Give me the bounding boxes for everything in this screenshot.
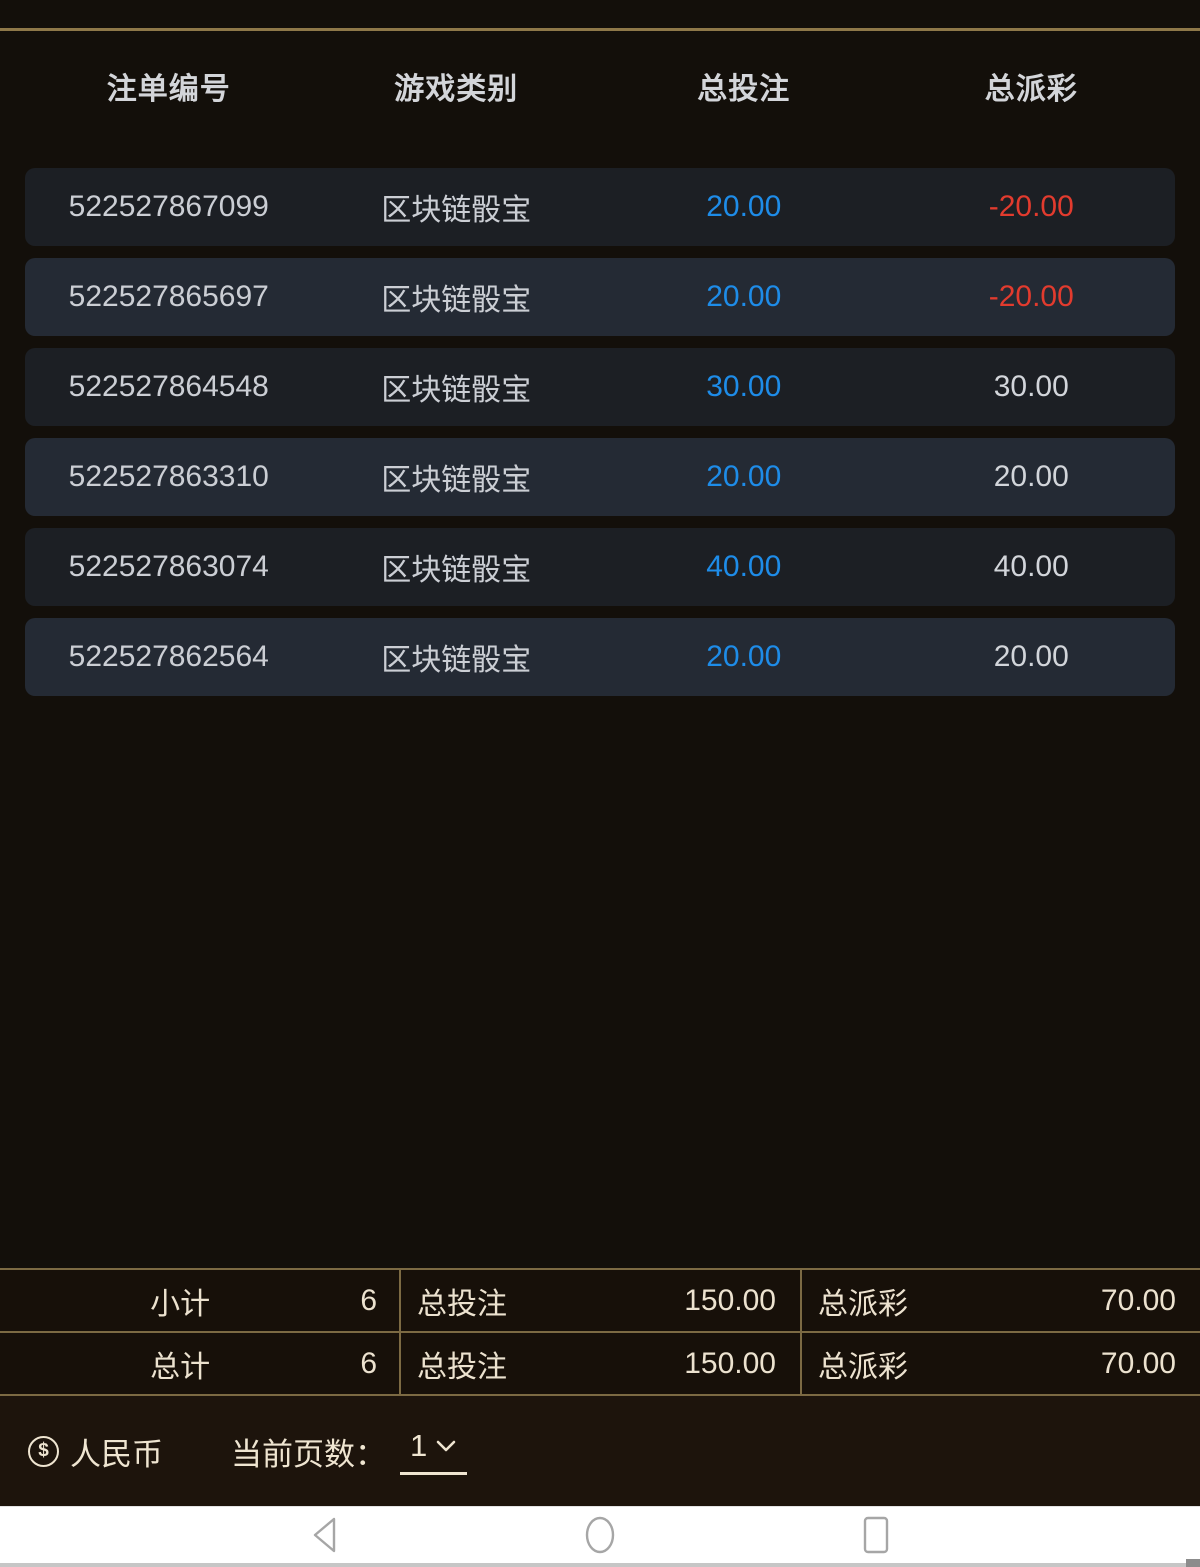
- recent-apps-icon[interactable]: [862, 1515, 890, 1555]
- total-payout: 40.00: [993, 550, 1069, 583]
- game-name: 区块链骰宝: [381, 644, 532, 677]
- page-number: 1: [410, 1427, 428, 1463]
- game-name: 区块链骰宝: [381, 194, 532, 227]
- footer-bar: $ 人民币 当前页数： 1: [0, 1396, 1200, 1506]
- total-bet: 30.00: [706, 370, 782, 403]
- total-bet: 20.00: [706, 460, 782, 493]
- bet-id: 522527863310: [68, 460, 269, 493]
- game-name: 区块链骰宝: [381, 554, 532, 587]
- table-row[interactable]: 522527864548 区块链骰宝 30.00 30.00: [25, 348, 1175, 426]
- top-strip: [0, 0, 1200, 28]
- page-select-dropdown[interactable]: 1: [400, 1427, 468, 1475]
- total-payout-value: 70.00: [1100, 1346, 1176, 1380]
- subtotal-bet-cell: 总投注 150.00: [399, 1270, 800, 1331]
- subtotal-bet-value: 150.00: [684, 1283, 776, 1317]
- scrollbar-thumb[interactable]: [1186, 1559, 1200, 1567]
- total-payout-label: 总派彩: [818, 1350, 908, 1384]
- dollar-circle-icon: $: [28, 1435, 59, 1467]
- scrollbar-track[interactable]: [0, 1559, 1200, 1567]
- gold-divider-line: [0, 28, 1200, 31]
- subtotal-payout-value: 70.00: [1100, 1283, 1176, 1317]
- subtotal-cell: 小计 6: [0, 1270, 399, 1331]
- table-row[interactable]: 522527862564 区块链骰宝 20.00 20.00: [25, 618, 1175, 696]
- bet-id: 522527863074: [68, 550, 269, 583]
- total-bet-value: 150.00: [684, 1346, 776, 1380]
- total-payout: -20.00: [988, 280, 1074, 313]
- subtotal-row: 小计 6 总投注 150.00 总派彩 70.00: [0, 1270, 1200, 1333]
- total-bet: 20.00: [706, 640, 782, 673]
- current-page-label: 当前页数：: [231, 1436, 386, 1472]
- table-row[interactable]: 522527867099 区块链骰宝 20.00 -20.00: [25, 168, 1175, 246]
- summary-table: 小计 6 总投注 150.00 总派彩 70.00 总计 6 总投注 150.0…: [0, 1268, 1200, 1396]
- subtotal-bet-label: 总投注: [417, 1287, 507, 1321]
- table-row[interactable]: 522527863074 区块链骰宝 40.00 40.00: [25, 528, 1175, 606]
- total-bet: 20.00: [706, 280, 782, 313]
- bet-id: 522527865697: [68, 280, 269, 313]
- bet-rows-list: 522527867099 区块链骰宝 20.00 -20.00 52252786…: [0, 141, 1200, 708]
- game-name: 区块链骰宝: [381, 284, 532, 317]
- total-count: 6: [360, 1346, 377, 1380]
- total-cell: 总计 6: [0, 1333, 399, 1394]
- subtotal-label: 小计: [150, 1287, 211, 1321]
- table-header: 注单编号 游戏类别 总投注 总派彩: [0, 31, 1200, 141]
- subtotal-count: 6: [360, 1283, 377, 1317]
- home-icon[interactable]: [583, 1514, 617, 1556]
- total-bet: 40.00: [706, 550, 782, 583]
- chevron-down-icon: [435, 1439, 457, 1453]
- subtotal-payout-label: 总派彩: [818, 1287, 908, 1321]
- column-header-bet: 总投注: [697, 73, 791, 106]
- table-row[interactable]: 522527865697 区块链骰宝 20.00 -20.00: [25, 258, 1175, 336]
- column-header-payout: 总派彩: [984, 73, 1078, 106]
- total-label: 总计: [150, 1350, 211, 1384]
- empty-area: [0, 708, 1200, 1268]
- total-bet: 20.00: [706, 190, 782, 223]
- total-payout: 20.00: [993, 460, 1069, 493]
- total-payout-cell: 总派彩 70.00: [800, 1333, 1200, 1394]
- game-name: 区块链骰宝: [381, 374, 532, 407]
- currency-label: 人民币: [70, 1436, 163, 1472]
- column-header-bet-id: 注单编号: [106, 73, 231, 106]
- subtotal-payout-cell: 总派彩 70.00: [800, 1270, 1200, 1331]
- total-payout: 20.00: [993, 640, 1069, 673]
- bet-id: 522527862564: [68, 640, 269, 673]
- game-name: 区块链骰宝: [381, 464, 532, 497]
- total-bet-label: 总投注: [417, 1350, 507, 1384]
- table-row[interactable]: 522527863310 区块链骰宝 20.00 20.00: [25, 438, 1175, 516]
- back-icon[interactable]: [309, 1516, 339, 1554]
- total-payout: -20.00: [988, 190, 1074, 223]
- total-payout: 30.00: [993, 370, 1069, 403]
- total-bet-cell: 总投注 150.00: [399, 1333, 800, 1394]
- column-header-game: 游戏类别: [394, 73, 519, 106]
- bet-id: 522527864548: [68, 370, 269, 403]
- bet-id: 522527867099: [68, 190, 269, 223]
- total-row: 总计 6 总投注 150.00 总派彩 70.00: [0, 1333, 1200, 1394]
- android-navigation-bar: [0, 1506, 1200, 1563]
